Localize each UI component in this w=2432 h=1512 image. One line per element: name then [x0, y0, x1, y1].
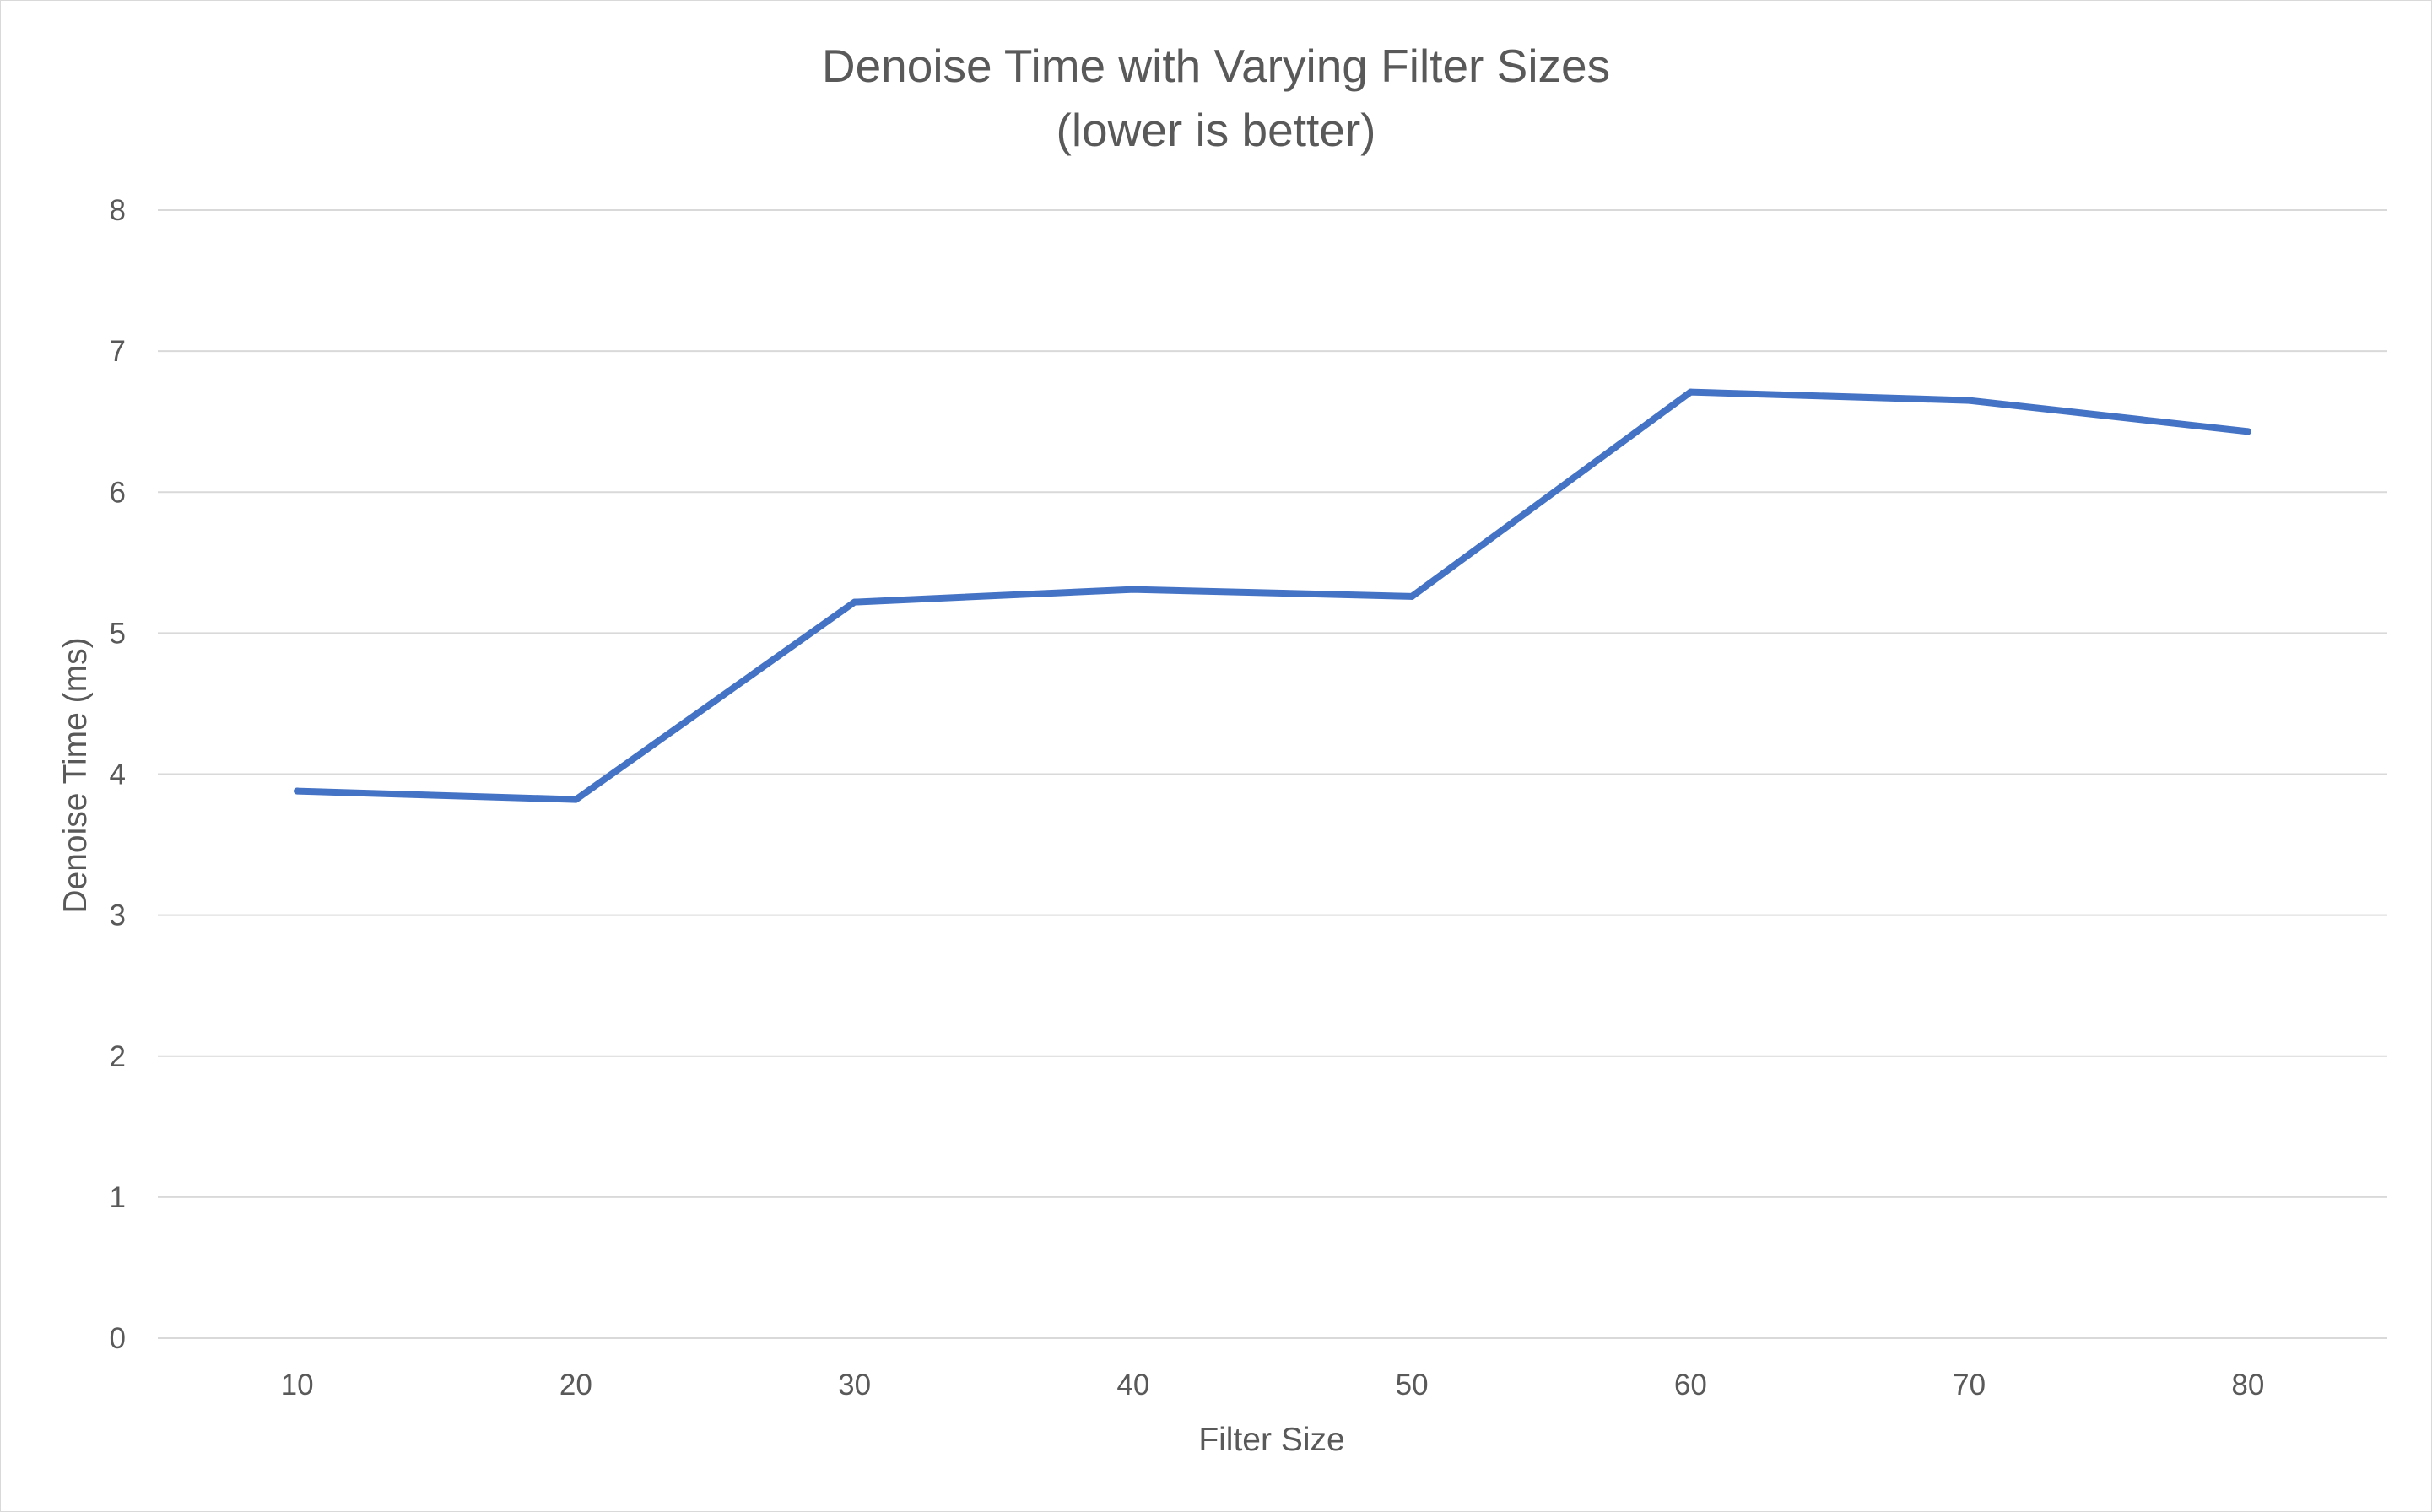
y-axis-title: Denoise Time (ms): [57, 637, 94, 913]
data-point: [1687, 388, 1694, 396]
x-tick-label: 70: [1953, 1369, 1986, 1401]
series-layer: [294, 388, 2251, 803]
x-tick-label: 60: [1674, 1369, 1707, 1401]
data-point: [294, 787, 301, 795]
y-tick-label: 8: [110, 194, 126, 227]
x-tick-label: 30: [838, 1369, 871, 1401]
y-tick-label: 5: [110, 617, 126, 650]
x-axis-title: Filter Size: [1198, 1422, 1344, 1458]
data-point: [572, 796, 580, 803]
x-tick-label: 20: [559, 1369, 592, 1401]
x-tick-label: 40: [1116, 1369, 1149, 1401]
y-tick-label: 7: [110, 335, 126, 368]
x-axis-tick-labels: 10 20 30 40 50 60 70 80: [281, 1369, 2265, 1401]
x-tick-label: 80: [2231, 1369, 2264, 1401]
x-tick-label: 50: [1396, 1369, 1429, 1401]
data-point: [1408, 592, 1416, 600]
y-tick-label: 3: [110, 899, 126, 932]
y-tick-label: 6: [110, 476, 126, 509]
y-tick-label: 0: [110, 1322, 126, 1355]
y-tick-label: 4: [110, 759, 126, 791]
series-line: [294, 388, 2251, 803]
data-point: [2244, 428, 2251, 435]
y-tick-label: 1: [110, 1181, 126, 1214]
y-axis-tick-labels: 0 1 2 3 4 5 6 7 8: [110, 194, 126, 1355]
data-point: [851, 598, 858, 606]
data-point: [1129, 586, 1137, 593]
data-point: [1965, 397, 1973, 404]
chart-title: Denoise Time with Varying Filter Sizes: [822, 40, 1610, 92]
gridlines: [158, 209, 2387, 1339]
x-tick-label: 10: [281, 1369, 314, 1401]
chart-subtitle: (lower is better): [1057, 104, 1376, 156]
y-tick-label: 2: [110, 1040, 126, 1073]
